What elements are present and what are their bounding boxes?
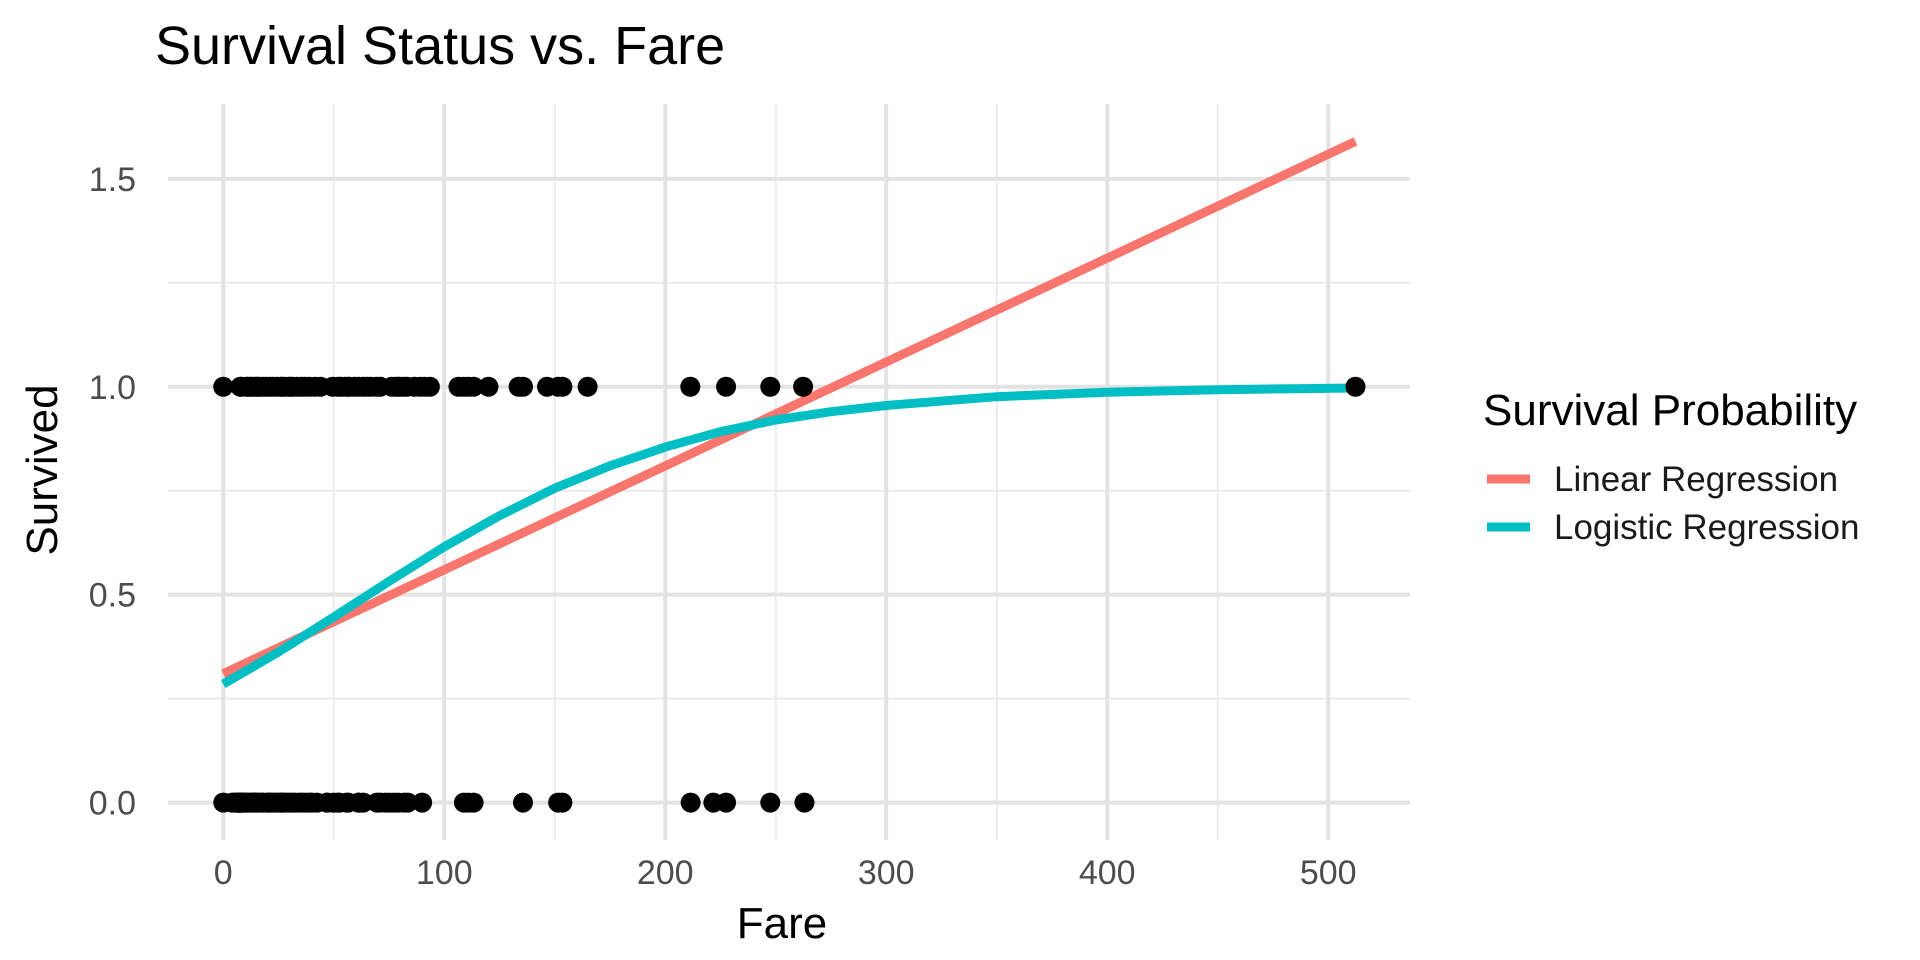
data-point-not-survived [397,792,418,813]
data-point-survived [552,376,573,397]
data-point-survived [463,376,484,397]
legend-label-logistic: Logistic Regression [1554,508,1859,547]
data-point-survived [680,376,701,397]
data-point-survived [419,376,440,397]
x-tick-label: 400 [1079,854,1136,892]
x-tick-label: 500 [1300,854,1357,892]
legend-title: Survival Probability [1483,386,1857,435]
y-tick-label: 0.5 [89,577,136,615]
y-tick-label: 1.0 [89,369,136,407]
data-point-survived [716,376,737,397]
data-points [213,376,1366,813]
chart-title: Survival Status vs. Fare [155,16,725,76]
data-point-survived [512,376,533,397]
data-point-not-survived [463,792,484,813]
data-point-survived [213,376,234,397]
tick-labels: 0 100 200 300 400 500 0.0 0.5 1.0 1.5 [89,161,1357,892]
x-tick-label: 200 [637,854,694,892]
data-point-not-survived [716,792,737,813]
y-tick-label: 0.0 [89,785,136,823]
linear-regression-line [221,137,1358,678]
data-point-not-survived [794,792,815,813]
data-point-survived [760,376,781,397]
data-point-not-survived [353,792,374,813]
x-tick-label: 0 [214,854,233,892]
x-tick-label: 300 [858,854,915,892]
x-tick-label: 100 [416,854,473,892]
data-point-not-survived [412,792,433,813]
y-axis-title: Survived [18,384,67,555]
legend-label-linear: Linear Regression [1554,460,1838,499]
data-point-not-survived [552,792,573,813]
y-tick-label: 1.5 [89,161,136,199]
data-point-survived [1345,376,1366,397]
data-point-not-survived [680,792,701,813]
data-point-survived [793,376,814,397]
data-point-not-survived [512,792,533,813]
data-point-survived [478,376,499,397]
legend: Survival Probability Linear Regression L… [1483,386,1859,547]
x-axis-title: Fare [737,899,827,948]
series-layer [220,137,1358,688]
data-point-survived [577,376,598,397]
data-point-not-survived [760,792,781,813]
grid-lines [168,104,1410,840]
logistic-regression-line [220,383,1356,688]
